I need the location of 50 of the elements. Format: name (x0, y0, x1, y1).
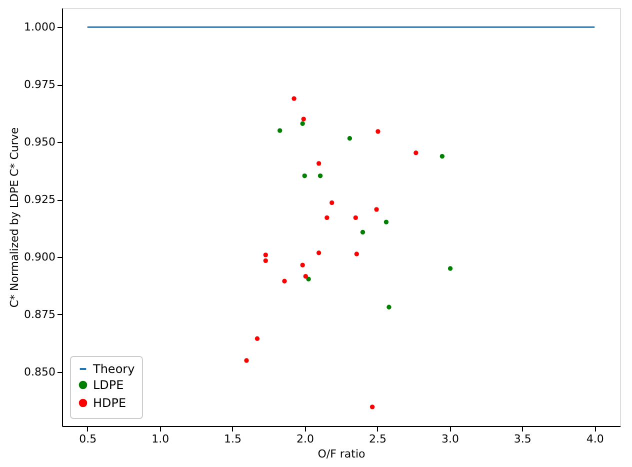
point (306, 276, 311, 282)
y-tick-label: 0.925 (24, 193, 56, 206)
x-tick-label: 4.0 (586, 432, 604, 446)
point (303, 274, 308, 279)
point (353, 215, 358, 220)
y-tick-label: 0.900 (24, 250, 56, 264)
point (354, 252, 359, 256)
point (316, 161, 322, 166)
point (277, 128, 282, 133)
point (376, 129, 380, 134)
point (448, 266, 453, 271)
legend-label: Theory (92, 362, 135, 376)
legend-label: LDPE (93, 378, 124, 392)
x-tick-label: 3.5 (514, 432, 532, 446)
point (386, 304, 392, 310)
point (324, 215, 330, 220)
x-tick-label: 0.5 (79, 432, 97, 446)
x-tick-label: 3.0 (441, 432, 459, 446)
y-tick-label: 0.975 (24, 78, 56, 92)
point (302, 174, 307, 178)
point (347, 136, 352, 141)
y-tick-label: 0.875 (24, 308, 56, 321)
y-tick-label: 0.950 (24, 136, 56, 149)
point (263, 258, 268, 264)
point (300, 121, 305, 126)
x-tick-label: 2.5 (368, 432, 386, 446)
point (374, 207, 379, 212)
point (254, 336, 260, 341)
x-tick-label: 2.0 (296, 432, 314, 446)
point (263, 252, 268, 258)
legend-label: HDPE (93, 396, 126, 410)
point (330, 200, 334, 206)
x-tick-label: 1.5 (224, 432, 242, 446)
point (282, 278, 287, 284)
y-tick-label: 0.850 (24, 365, 56, 378)
point (384, 220, 389, 224)
point (370, 404, 375, 410)
point (414, 150, 418, 156)
point (292, 96, 296, 101)
point (244, 358, 249, 363)
point (300, 262, 305, 268)
y-axis-title: C* Normalized by LDPE C* Curve (8, 127, 22, 308)
point (360, 230, 366, 235)
x-axis-title: O/F ratio (318, 448, 366, 460)
point (440, 154, 445, 159)
x-tick-label: 1.0 (152, 432, 170, 446)
point (316, 250, 322, 256)
point (318, 174, 323, 178)
point (301, 116, 306, 122)
y-tick-label: 1.000 (24, 20, 56, 34)
